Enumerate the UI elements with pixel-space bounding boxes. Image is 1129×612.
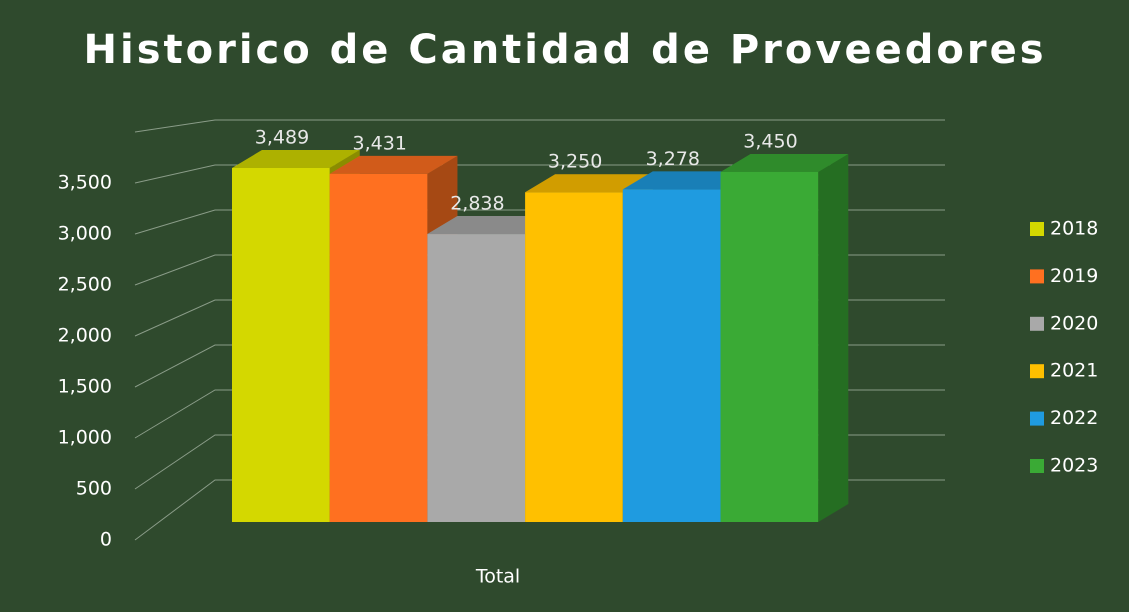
y-tick-label: 1,000 [58, 427, 112, 449]
y-tick-label: 2,500 [58, 274, 112, 296]
legend-label: 2020 [1050, 312, 1098, 334]
bar [427, 234, 526, 523]
y-tick-label: 3,500 [58, 172, 112, 194]
bar-top [720, 153, 849, 172]
legend-swatch [1030, 269, 1044, 284]
y-tick-label: 2,000 [58, 325, 112, 347]
y-tick-label: 500 [76, 478, 112, 500]
data-label: 2,838 [450, 193, 504, 215]
bar-top-shade [232, 150, 360, 168]
data-label: 3,431 [352, 132, 406, 154]
bar-top-shade [427, 216, 556, 235]
bar [622, 189, 721, 522]
legend-swatch [1030, 222, 1044, 236]
bar [525, 192, 623, 522]
legend-label: 2023 [1050, 455, 1098, 477]
grid-line [134, 164, 945, 184]
bar-top [427, 216, 556, 235]
bar [329, 173, 428, 523]
bar-top [525, 174, 653, 193]
legend-swatch [1030, 459, 1044, 473]
y-tick-label: 1,500 [58, 376, 112, 398]
bar-side [818, 153, 849, 522]
data-label: 3,278 [646, 148, 700, 170]
grid-line [134, 119, 945, 133]
data-label: 3,489 [255, 127, 309, 149]
bar-top-shade [329, 155, 458, 174]
y-tick-label: 0 [100, 529, 112, 551]
legend-label: 2022 [1050, 407, 1098, 429]
bar-top [622, 171, 751, 190]
legend-swatch [1030, 411, 1044, 426]
legend-swatch [1030, 364, 1044, 379]
legend-label: 2021 [1050, 360, 1098, 382]
legend-label: 2019 [1050, 265, 1098, 287]
bar-top [329, 155, 458, 174]
bar-top [232, 150, 360, 168]
bar-top-shade [525, 174, 653, 193]
bar [232, 168, 330, 522]
data-label: 3,450 [743, 130, 797, 152]
legend-label: 2018 [1050, 218, 1098, 240]
y-tick-label: 3,000 [58, 223, 112, 245]
bar-side-shade [818, 153, 849, 522]
bar-top-shade [720, 153, 849, 172]
legend-swatch [1030, 316, 1044, 331]
x-tick-label: Total [475, 566, 520, 588]
data-label: 3,250 [548, 151, 602, 173]
bar-top-shade [622, 171, 751, 190]
bar [720, 171, 819, 522]
chart-title: Historico de Cantidad de Proveedores [84, 27, 1047, 73]
